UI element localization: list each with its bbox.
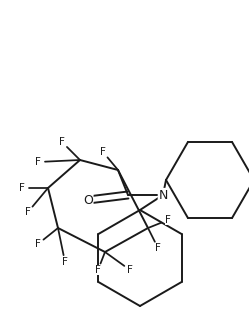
Text: F: F: [155, 243, 161, 253]
Text: F: F: [100, 147, 106, 157]
Text: F: F: [25, 207, 31, 217]
Text: O: O: [83, 193, 93, 206]
Text: F: F: [95, 265, 101, 275]
Text: F: F: [127, 265, 133, 275]
Text: F: F: [59, 137, 65, 147]
Text: F: F: [35, 239, 41, 249]
Text: F: F: [165, 215, 171, 225]
Text: F: F: [35, 157, 41, 167]
Text: N: N: [158, 188, 168, 201]
Text: F: F: [19, 183, 25, 193]
Text: F: F: [62, 257, 68, 267]
